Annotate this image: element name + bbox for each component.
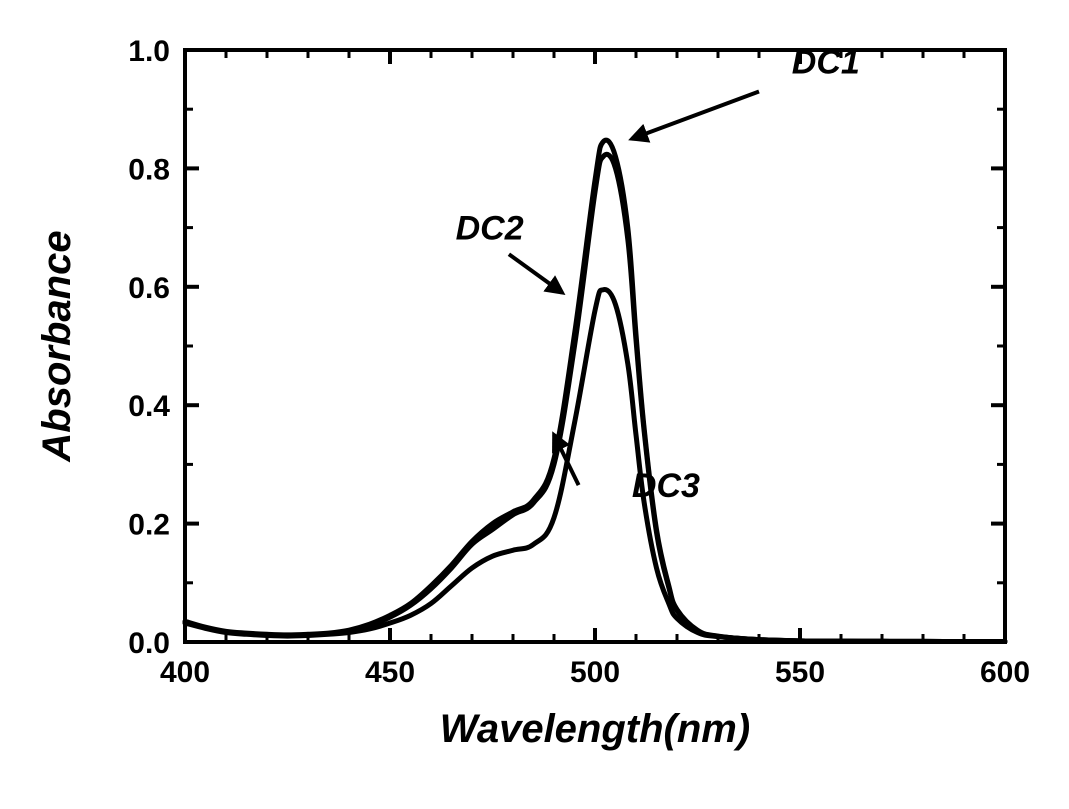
x-tick-label: 450 <box>365 656 415 689</box>
x-tick-label: 600 <box>980 656 1030 689</box>
chart-container: 400 450 500 550 600 Wavelength(nm) 0.0 0.2 0.4 0.… <box>0 0 1069 809</box>
y-tick-label: 0.8 <box>128 153 170 186</box>
y-axis-title: Absorbance <box>35 230 79 462</box>
annotation-dc2: DC2 <box>456 209 524 247</box>
y-tick-label: 0.2 <box>128 509 170 542</box>
chart-svg: 400 450 500 550 600 Wavelength(nm) 0.0 0.2 0.4 0.… <box>0 0 1069 809</box>
y-tick-label: 0.4 <box>128 390 170 423</box>
x-axis-title: Wavelength(nm) <box>440 707 750 751</box>
annotation-dc1: DC1 <box>792 44 860 82</box>
y-tick-label: 0.0 <box>128 627 170 660</box>
y-tick-label: 0.6 <box>128 272 170 305</box>
annotation-dc3: DC3 <box>632 467 700 505</box>
x-tick-label: 550 <box>775 656 825 689</box>
y-tick-label: 1.0 <box>128 35 170 68</box>
x-tick-label: 400 <box>160 656 210 689</box>
x-tick-label: 500 <box>570 656 620 689</box>
